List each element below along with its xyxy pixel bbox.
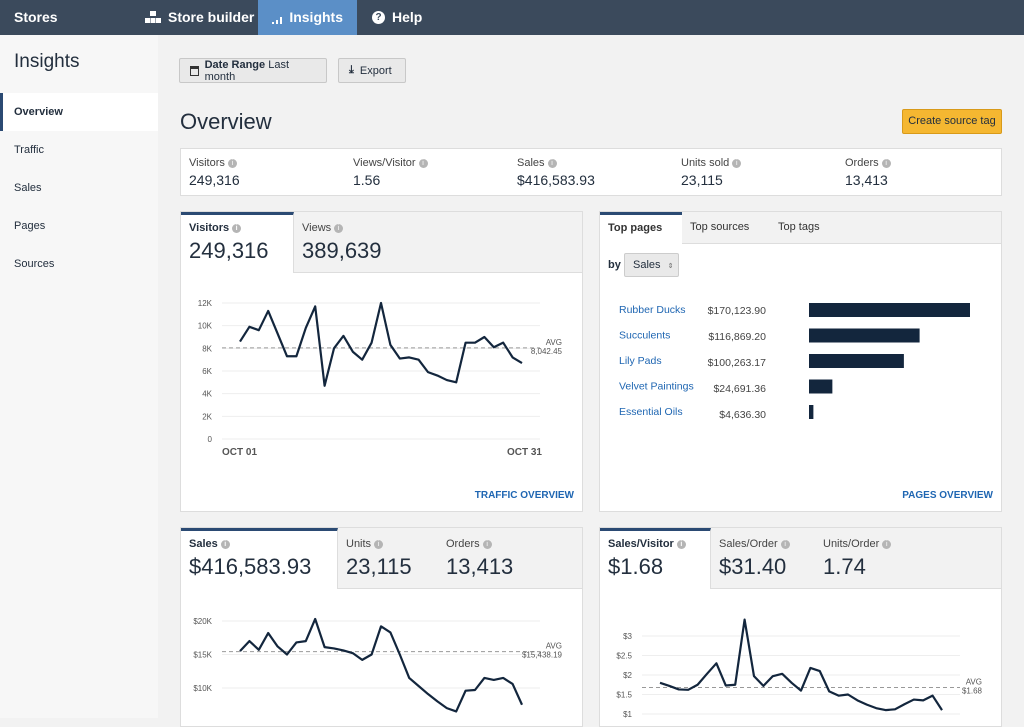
- sitemap-icon: [145, 11, 161, 24]
- sidebar-item-pages[interactable]: Pages: [0, 207, 158, 245]
- nav-label: Insights: [289, 0, 343, 35]
- download-icon: ⤓: [349, 64, 354, 77]
- info-icon[interactable]: i: [781, 540, 790, 549]
- sidebar-item-sources[interactable]: Sources: [0, 245, 158, 283]
- tab-value: $31.40: [719, 554, 807, 580]
- create-source-tag-button[interactable]: Create source tag: [902, 109, 1002, 134]
- top-nav: Stores Store builder Insights ? Help: [0, 0, 1024, 35]
- tab-top-tags[interactable]: Top tags: [770, 212, 858, 243]
- sort-arrows-icon: ⇕: [668, 263, 674, 270]
- info-icon[interactable]: i: [677, 540, 686, 549]
- tab-value: 13,413: [446, 554, 574, 580]
- tab-value: 23,115: [346, 554, 430, 580]
- stat-label: Sales: [517, 157, 545, 169]
- sort-by-select[interactable]: Sales ⇕: [624, 253, 679, 277]
- calendar-icon: [190, 66, 199, 76]
- nav-label: Store builder: [168, 0, 254, 35]
- stat-value: $416,583.93: [517, 172, 665, 188]
- tab-top-pages[interactable]: Top pages: [600, 212, 682, 244]
- traffic-overview-link[interactable]: TRAFFIC OVERVIEW: [475, 490, 574, 501]
- tab-label: Visitors: [189, 222, 229, 234]
- export-button[interactable]: ⤓ Export: [338, 58, 406, 83]
- nav-help[interactable]: ? Help: [358, 0, 436, 35]
- info-icon[interactable]: i: [334, 224, 343, 233]
- tab-top-sources[interactable]: Top sources: [682, 212, 770, 243]
- tab-value: 1.74: [823, 554, 993, 580]
- sidebar-item-traffic[interactable]: Traffic: [0, 131, 158, 169]
- brand-stores[interactable]: Stores: [14, 9, 58, 25]
- bar-signal-icon: [272, 12, 282, 24]
- pages-overview-link[interactable]: PAGES OVERVIEW: [902, 490, 993, 501]
- stat-label: Views/Visitor: [353, 157, 416, 169]
- sidebar: Insights Overview Traffic Sales Pages So…: [0, 35, 158, 718]
- sidebar-item-sales[interactable]: Sales: [0, 169, 158, 207]
- by-label: by: [608, 259, 621, 271]
- stat-value: 1.56: [353, 172, 501, 188]
- tab-label: Units: [346, 538, 371, 550]
- date-range-label: Date Range: [205, 59, 266, 71]
- stat-label: Visitors: [189, 157, 225, 169]
- date-range-button[interactable]: Date Range Last month: [179, 58, 327, 83]
- stat-value: 23,115: [681, 172, 829, 188]
- stat-label: Orders: [845, 157, 879, 169]
- tab-value: $1.68: [608, 554, 702, 580]
- tab-value: 389,639: [302, 238, 574, 264]
- page-title: Overview: [180, 109, 272, 135]
- info-icon[interactable]: i: [882, 540, 891, 549]
- info-icon[interactable]: i: [548, 159, 557, 168]
- select-value: Sales: [633, 259, 661, 271]
- stat-value: 249,316: [189, 172, 337, 188]
- stat-label: Units sold: [681, 157, 729, 169]
- tab-label: Sales: [189, 538, 218, 550]
- tab-value: 249,316: [189, 238, 285, 264]
- tab-label: Sales/Visitor: [608, 538, 674, 550]
- info-icon[interactable]: i: [221, 540, 230, 549]
- nav-insights[interactable]: Insights: [258, 0, 357, 35]
- info-icon[interactable]: i: [882, 159, 891, 168]
- info-icon[interactable]: i: [483, 540, 492, 549]
- info-icon[interactable]: i: [232, 224, 241, 233]
- info-icon[interactable]: i: [228, 159, 237, 168]
- info-icon[interactable]: i: [732, 159, 741, 168]
- tab-label: Views: [302, 222, 331, 234]
- top-panel: Top pages Top sources Top tags by Sales …: [599, 211, 1002, 512]
- nav-store-builder[interactable]: Store builder: [131, 0, 268, 35]
- tab-label: Orders: [446, 538, 480, 550]
- nav-label: Help: [392, 0, 422, 35]
- question-circle-icon: ?: [372, 11, 385, 24]
- sidebar-title: Insights: [14, 51, 158, 77]
- tab-label: Units/Order: [823, 538, 879, 550]
- tab-label: Sales/Order: [719, 538, 778, 550]
- stat-value: 13,413: [845, 172, 993, 188]
- export-label: Export: [360, 65, 392, 77]
- info-icon[interactable]: i: [374, 540, 383, 549]
- tab-value: $416,583.93: [189, 554, 329, 580]
- sidebar-item-overview[interactable]: Overview: [0, 93, 158, 131]
- info-icon[interactable]: i: [419, 159, 428, 168]
